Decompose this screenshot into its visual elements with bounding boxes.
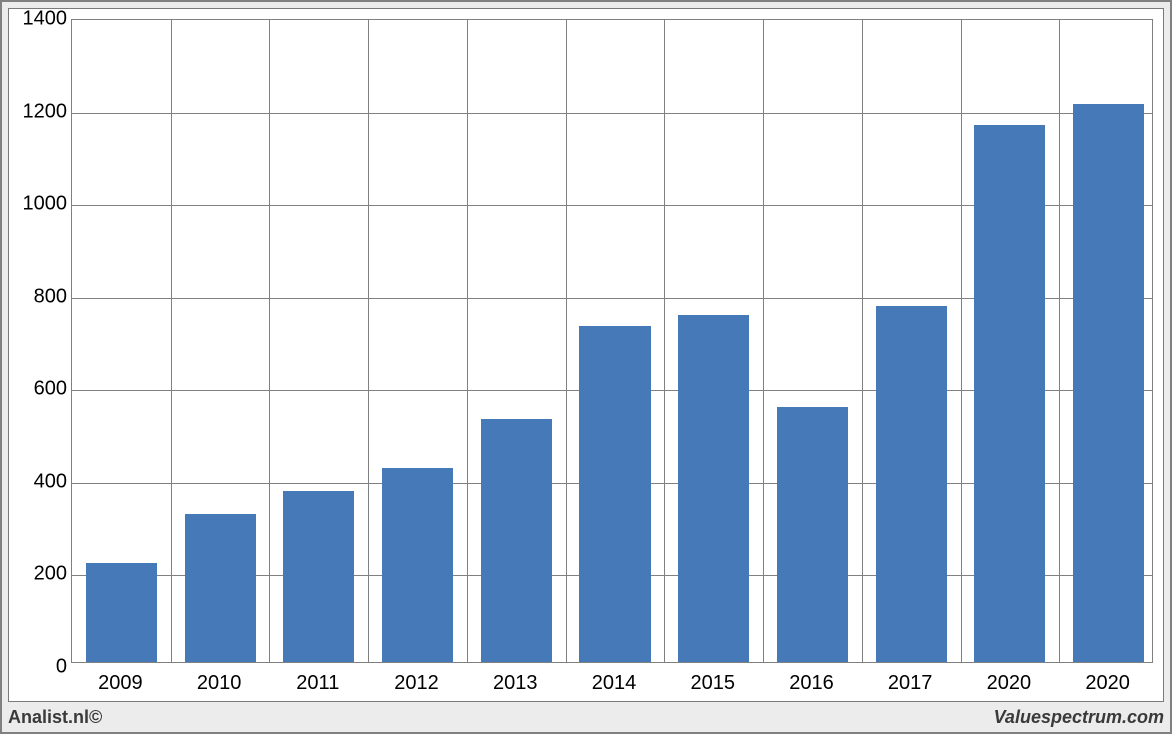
gridline-horizontal	[72, 113, 1152, 114]
x-tick-label: 2016	[789, 672, 834, 695]
gridline-vertical	[763, 20, 764, 662]
y-tick-label: 800	[15, 285, 67, 308]
x-tick-label: 2013	[493, 672, 538, 695]
gridline-vertical	[1059, 20, 1060, 662]
gridline-vertical	[862, 20, 863, 662]
bar	[876, 306, 947, 662]
x-tick-label: 2020	[987, 672, 1032, 695]
footer-right: Valuespectrum.com	[994, 707, 1164, 728]
y-tick-label: 0	[15, 656, 67, 679]
gridline-vertical	[171, 20, 172, 662]
x-tick-label: 2009	[98, 672, 143, 695]
x-tick-label: 2010	[197, 672, 242, 695]
x-tick-label: 2014	[592, 672, 637, 695]
x-tick-label: 2012	[394, 672, 439, 695]
y-tick-label: 1000	[15, 193, 67, 216]
bar	[678, 315, 749, 662]
bar	[777, 407, 848, 662]
gridline-vertical	[269, 20, 270, 662]
y-tick-label: 1200	[15, 100, 67, 123]
y-tick-label: 200	[15, 563, 67, 586]
bar	[185, 514, 256, 662]
y-tick-label: 600	[15, 378, 67, 401]
gridline-vertical	[368, 20, 369, 662]
gridline-vertical	[467, 20, 468, 662]
gridline-vertical	[961, 20, 962, 662]
footer-left: Analist.nl©	[8, 707, 102, 728]
bar	[86, 563, 157, 663]
chart-container: 0 200 400 600 800 1000 1200 1400 2009 2010 2011 201…	[8, 8, 1164, 702]
bar	[283, 491, 354, 662]
x-tick-label: 2015	[690, 672, 735, 695]
x-tick-label: 2020	[1085, 672, 1130, 695]
plot-area	[71, 19, 1153, 663]
bar	[481, 419, 552, 662]
bar	[382, 468, 453, 662]
y-tick-label: 1400	[15, 8, 67, 31]
bar	[1073, 104, 1144, 662]
gridline-vertical	[566, 20, 567, 662]
gridline-vertical	[664, 20, 665, 662]
y-tick-label: 400	[15, 470, 67, 493]
x-tick-label: 2011	[296, 672, 339, 695]
bar	[579, 326, 650, 662]
x-tick-label: 2017	[888, 672, 933, 695]
outer-frame: 0 200 400 600 800 1000 1200 1400 2009 2010 2011 201…	[0, 0, 1172, 734]
bar	[974, 125, 1045, 662]
